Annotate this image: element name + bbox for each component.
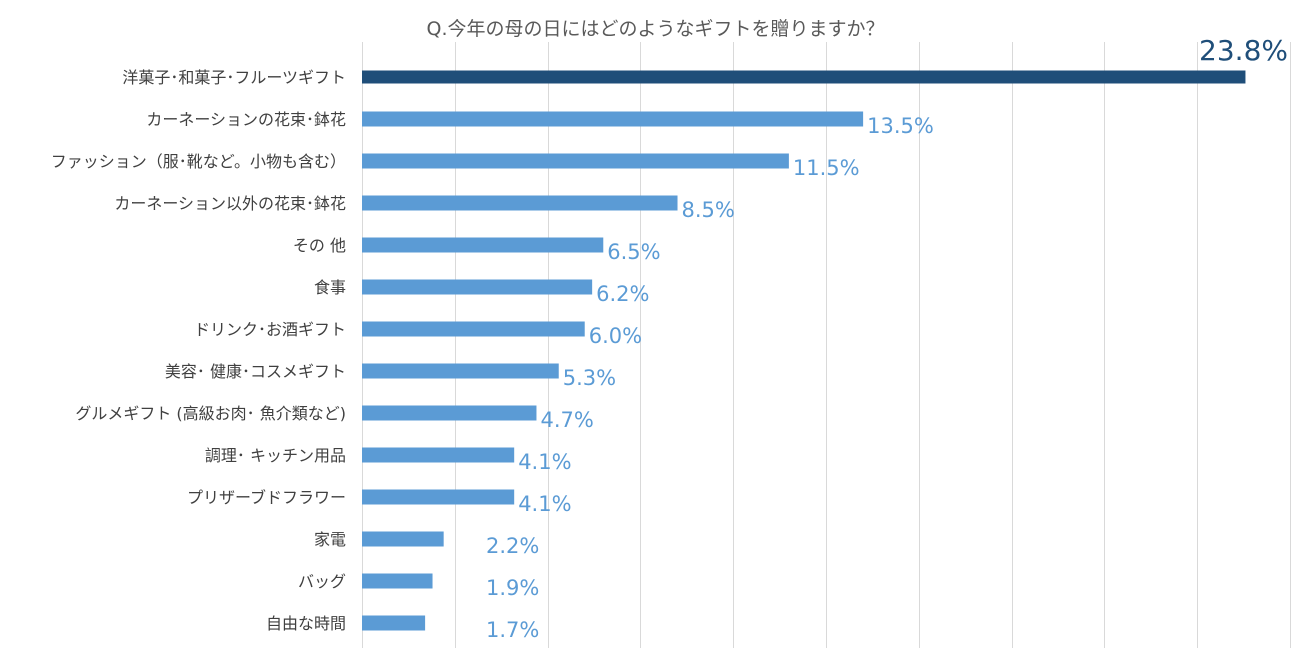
bar: [362, 447, 515, 463]
data-label: 4.1%: [518, 492, 571, 516]
data-label: 1.7%: [486, 618, 539, 642]
chart-title: Q.今年の母の日にはどのようなギフトを贈りますか？: [426, 18, 885, 40]
data-label: 6.0%: [589, 324, 642, 348]
bar: [362, 405, 537, 421]
category-label: 食事: [314, 278, 346, 297]
bar: [362, 531, 444, 547]
category-label: カーネーション以外の花束･鉢花: [114, 194, 346, 213]
data-label: 2.2%: [486, 534, 539, 558]
data-label: 11.5%: [793, 156, 860, 180]
category-label: ファッション（服･靴など。小物も含む）: [51, 152, 346, 171]
category-label: 美容･ 健康･コスメギフト: [165, 362, 346, 381]
category-label: ドリンク･お酒ギフト: [194, 320, 346, 339]
category-label: 調理･ キッチン用品: [205, 446, 346, 465]
category-label: グルメギフト (高級お肉･ 魚介類など): [75, 404, 346, 423]
category-label: その 他: [293, 236, 346, 255]
bar: [362, 111, 864, 127]
category-label: 自由な時間: [266, 614, 346, 633]
bar: [362, 70, 1246, 84]
data-label: 23.8%: [1199, 34, 1288, 67]
data-label: 6.5%: [607, 240, 660, 264]
data-label: 4.7%: [540, 408, 593, 432]
data-label: 6.2%: [596, 282, 649, 306]
bar: [362, 195, 678, 211]
bar: [362, 237, 604, 253]
data-label: 1.9%: [486, 576, 539, 600]
category-label: 家電: [314, 530, 346, 549]
category-label: バッグ: [298, 572, 346, 591]
bar: [362, 321, 585, 337]
bar: [362, 279, 593, 295]
category-label: 洋菓子･和菓子･フルーツギフト: [122, 68, 346, 87]
data-label: 8.5%: [682, 198, 735, 222]
bar: [362, 489, 515, 505]
bar: [362, 573, 433, 589]
bar: [362, 363, 559, 379]
data-label: 5.3%: [563, 366, 616, 390]
data-label: 4.1%: [518, 450, 571, 474]
data-label: 13.5%: [867, 114, 934, 138]
category-label: プリザーブドフラワー: [187, 488, 346, 507]
bar: [362, 153, 789, 169]
bar: [362, 615, 426, 631]
category-label: カーネーションの花束･鉢花: [146, 110, 346, 129]
